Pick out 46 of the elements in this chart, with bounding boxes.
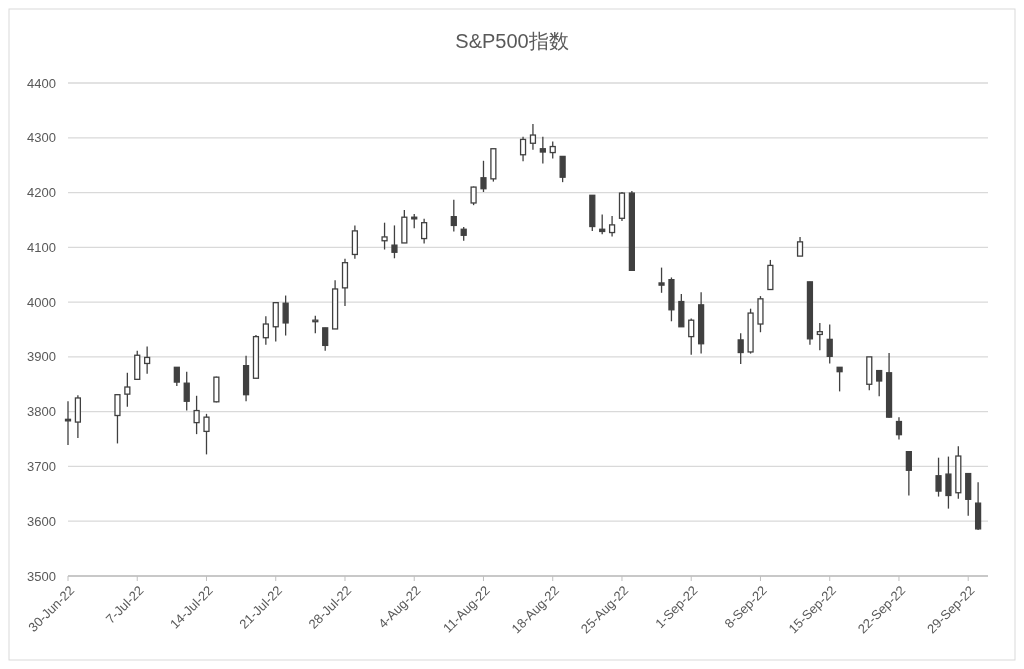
- candlestick: [193, 395, 200, 435]
- candlestick: [480, 160, 487, 193]
- chart-title: S&P500指数: [455, 30, 569, 52]
- y-tick-label: 3500: [27, 568, 56, 584]
- candlestick: [796, 236, 804, 257]
- y-tick-label: 4200: [27, 185, 56, 201]
- candlestick: [183, 371, 190, 412]
- candlestick: [470, 185, 477, 206]
- candlestick: [421, 218, 428, 245]
- y-tick-label: 4100: [27, 239, 56, 255]
- candlestick: [450, 199, 457, 233]
- y-tick-label: 4400: [27, 75, 56, 91]
- candlestick: [658, 266, 665, 294]
- candlestick: [539, 136, 546, 165]
- candlestick: [114, 393, 121, 445]
- candlestick: [124, 372, 131, 408]
- y-tick-label: 3700: [27, 458, 56, 474]
- candlestick: [519, 136, 527, 162]
- y-tick-label: 3800: [27, 404, 56, 420]
- candlestick: [203, 413, 210, 456]
- candlestick: [836, 366, 843, 393]
- candlestick: [322, 327, 329, 352]
- candlestick: [737, 332, 744, 365]
- y-tick-label: 4300: [27, 130, 56, 146]
- candlestick: [608, 215, 616, 238]
- candlestick: [351, 224, 359, 260]
- candlestick: [876, 369, 883, 397]
- candlestick: [529, 123, 537, 151]
- y-tick-label: 4000: [27, 294, 56, 310]
- candlestick: [688, 317, 695, 356]
- candlestick: [381, 222, 388, 251]
- candlestick: [935, 457, 942, 498]
- candlestick: [945, 455, 952, 510]
- y-tick-label: 3600: [27, 513, 56, 529]
- candlestick: [816, 322, 823, 351]
- candlestick: [559, 155, 566, 183]
- candlestick: [905, 451, 912, 497]
- candlestick: [262, 315, 269, 346]
- y-tick-label: 3900: [27, 349, 56, 365]
- candlestick: [826, 323, 833, 365]
- candlestick: [895, 416, 903, 441]
- candlestick: [144, 345, 151, 375]
- candlestick: [173, 366, 180, 387]
- candlestick: [599, 213, 606, 235]
- candlestick: [282, 294, 289, 337]
- candlestick: [391, 224, 398, 259]
